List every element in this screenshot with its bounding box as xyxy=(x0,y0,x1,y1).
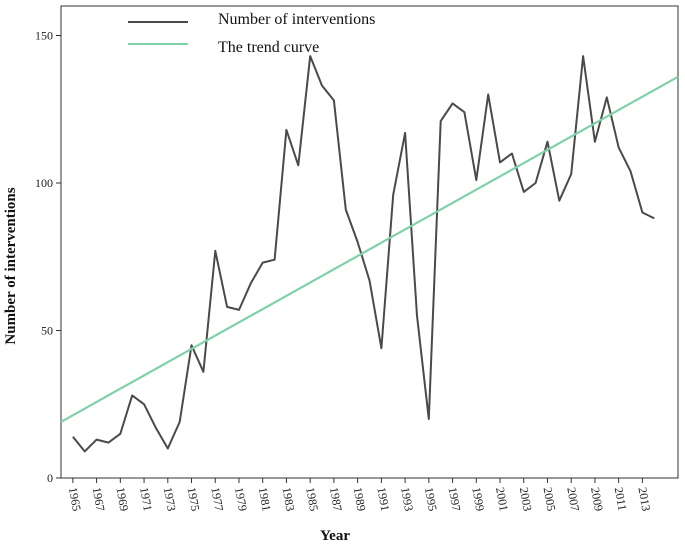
x-tick-label: 1995 xyxy=(422,486,440,512)
y-tick-label: 50 xyxy=(41,324,53,338)
series-group xyxy=(60,55,679,453)
x-tick-label: 2011 xyxy=(612,486,630,512)
y-axis: 0 50 100 150 xyxy=(35,29,61,485)
x-tick-label: 2003 xyxy=(517,486,535,512)
x-tick-label: 1981 xyxy=(256,486,274,512)
x-tick-label: 1969 xyxy=(113,486,131,512)
x-tick-label: 1997 xyxy=(446,486,464,512)
x-tick-label: 2001 xyxy=(493,486,511,512)
x-tick-label: 1965 xyxy=(66,486,84,512)
x-tick-label: 1993 xyxy=(398,486,416,512)
series-line-interventions xyxy=(72,55,655,453)
x-tick-label: 1991 xyxy=(374,486,392,512)
x-axis-title: Year xyxy=(320,528,350,544)
x-tick-label: 1971 xyxy=(137,486,155,512)
x-tick-label: 1967 xyxy=(90,486,108,512)
legend-label-trend: The trend curve xyxy=(218,39,319,56)
x-tick-label: 1975 xyxy=(185,486,203,512)
x-tick-label: 1979 xyxy=(232,486,250,512)
y-tick-label: 150 xyxy=(35,29,53,43)
x-tick-label: 1985 xyxy=(303,486,321,512)
legend-label-interventions: Number of interventions xyxy=(218,11,375,28)
x-tick-label: 2013 xyxy=(635,486,653,512)
x-tick-label: 2007 xyxy=(564,486,582,512)
x-tick-label: 1983 xyxy=(279,486,297,512)
x-tick-label: 2009 xyxy=(588,486,606,512)
x-tick-label: 1977 xyxy=(208,486,226,512)
x-tick-label: 2005 xyxy=(541,486,559,512)
plot-frame xyxy=(60,5,679,479)
x-tick-label: 1999 xyxy=(469,486,487,512)
x-axis: 1965 1967 1969 1971 1973 1975 1977 1979 1981 1983… xyxy=(66,478,653,512)
trend-line xyxy=(60,75,679,423)
x-tick-label: 1987 xyxy=(327,486,345,512)
y-axis-title: Number of interventions xyxy=(3,187,19,344)
y-tick-label: 100 xyxy=(35,176,53,190)
legend: Number of interventions The trend curve xyxy=(128,11,375,56)
y-tick-label: 0 xyxy=(47,471,53,485)
x-tick-label: 1989 xyxy=(351,486,369,512)
x-tick-label: 1973 xyxy=(161,486,179,512)
